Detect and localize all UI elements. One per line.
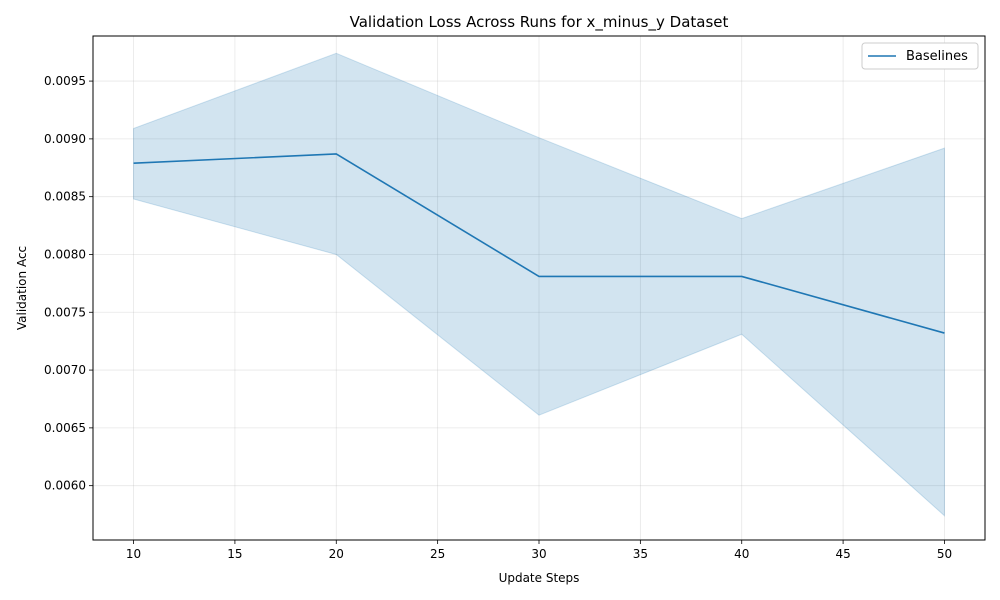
- legend-label-baselines: Baselines: [906, 49, 968, 64]
- legend: Baselines: [861, 42, 979, 70]
- x-tick-label: 45: [835, 547, 850, 561]
- y-tick-label: 0.0075: [44, 305, 86, 319]
- y-axis-label: Validation Acc: [15, 246, 29, 330]
- y-axis-ticks: 0.0060 0.0065 0.0070 0.0075 0.0080 0.0085 0.00…: [44, 74, 93, 493]
- x-tick-label: 50: [937, 547, 952, 561]
- y-tick-label: 0.0060: [44, 479, 86, 493]
- x-tick-label: 20: [329, 547, 344, 561]
- x-tick-label: 40: [734, 547, 749, 561]
- confidence-bands: [133, 52, 945, 517]
- y-tick-label: 0.0070: [44, 363, 86, 377]
- y-tick-label: 0.0090: [44, 132, 86, 146]
- grid-lines: [93, 36, 985, 540]
- x-tick-label: 35: [633, 547, 648, 561]
- y-tick-label: 0.0095: [44, 74, 86, 88]
- x-tick-label: 10: [126, 547, 141, 561]
- x-tick-label: 15: [227, 547, 242, 561]
- y-tick-label: 0.0065: [44, 421, 86, 435]
- legend-box: [861, 42, 979, 70]
- x-tick-label: 30: [531, 547, 546, 561]
- y-tick-label: 0.0085: [44, 190, 86, 204]
- x-axis-label: Update Steps: [499, 571, 580, 585]
- confidence-band-0: [133, 52, 945, 517]
- y-tick-label: 0.0080: [44, 247, 86, 261]
- series-lines: [133, 153, 945, 334]
- x-axis-ticks: 10 15 20 25 30 35 40 45 50: [126, 540, 952, 561]
- chart-title: Validation Loss Across Runs for x_minus_…: [350, 13, 729, 32]
- x-tick-label: 25: [430, 547, 445, 561]
- series-line-0: [133, 153, 945, 334]
